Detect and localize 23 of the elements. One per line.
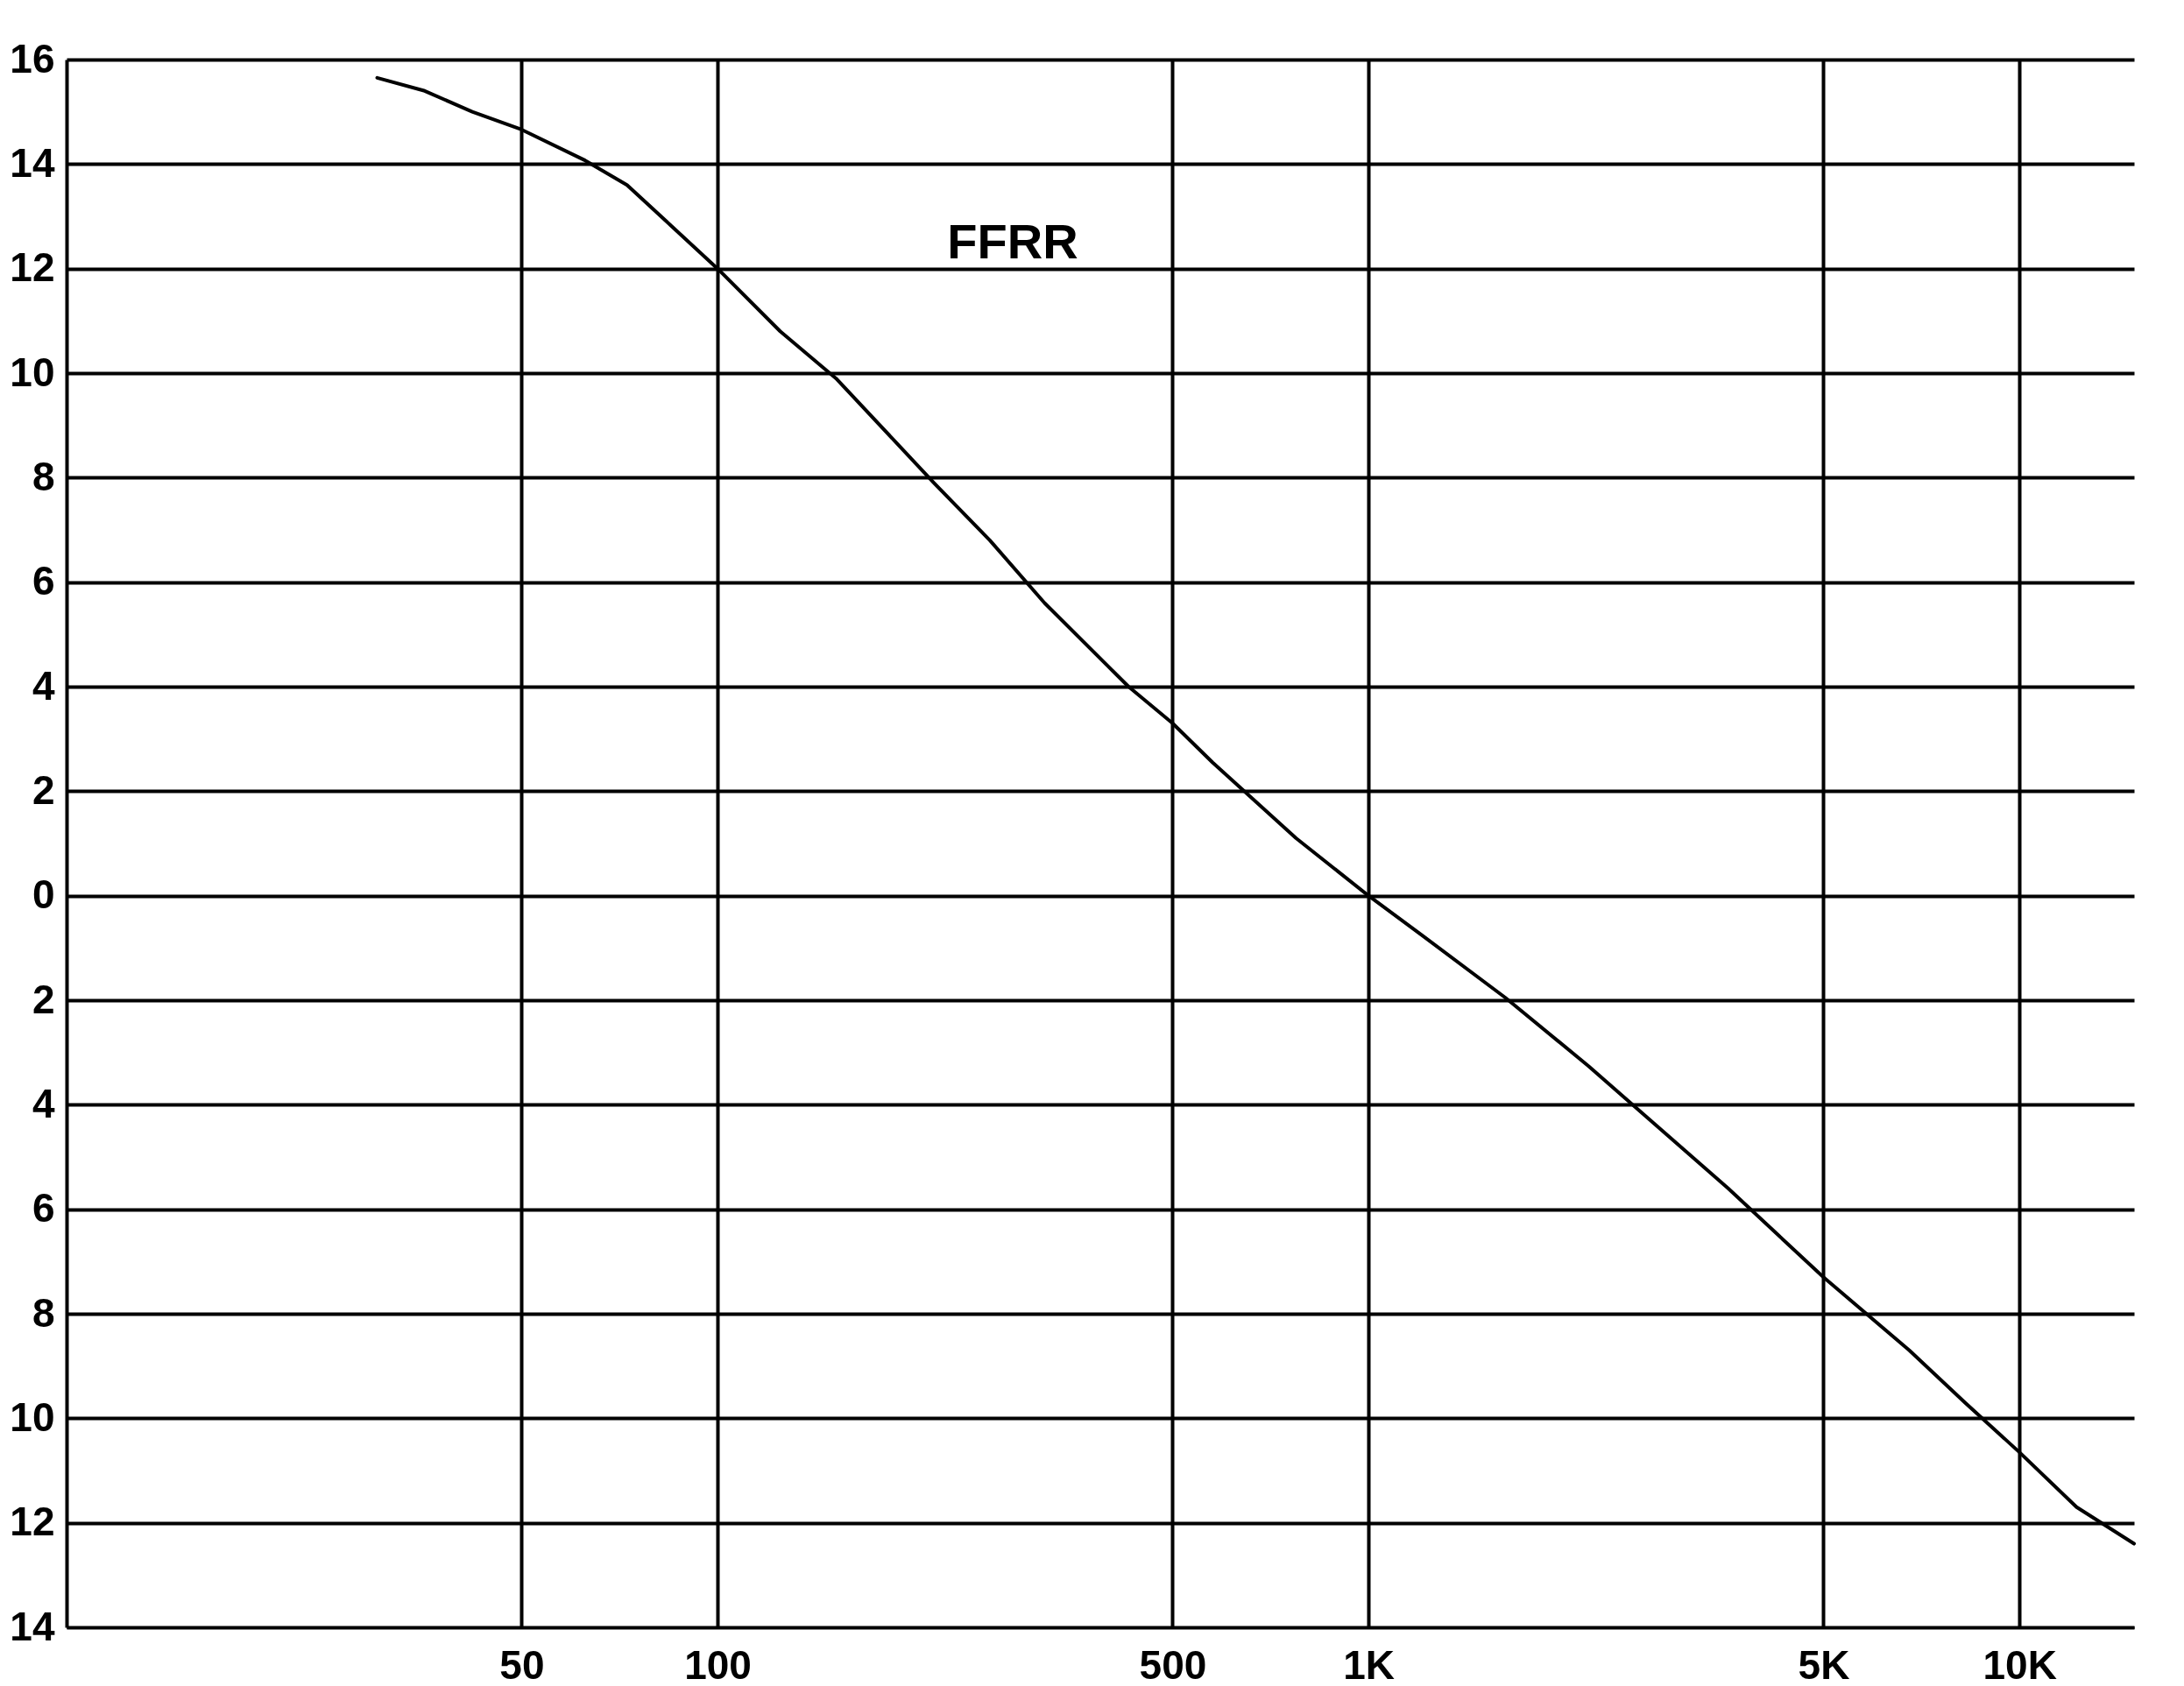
y-tick-label: 14 — [10, 139, 55, 186]
x-tick-label: 100 — [684, 1641, 752, 1686]
x-tick-label: 50 — [499, 1641, 545, 1686]
y-tick-label: 4 — [32, 1080, 55, 1126]
y-tick-label: 12 — [10, 244, 55, 291]
annotation: FFRR — [947, 214, 1078, 269]
y-tick-label: 14 — [10, 1603, 55, 1649]
y-tick-label: 2 — [32, 976, 55, 1022]
y-tick-label: 0 — [32, 871, 55, 918]
y-tick-label: 10 — [10, 1393, 55, 1440]
y-tick-label: 8 — [32, 453, 55, 499]
y-tick-label: 8 — [32, 1289, 55, 1336]
x-tick-label: 500 — [1139, 1641, 1207, 1686]
y-tick-label: 16 — [10, 35, 55, 81]
x-tick-label: 1K — [1343, 1641, 1396, 1686]
y-tick-label: 6 — [32, 558, 55, 604]
y-tick-label: 10 — [10, 349, 55, 395]
y-tick-label: 12 — [10, 1499, 55, 1545]
x-tick-label: 5K — [1798, 1641, 1850, 1686]
y-tick-label: 6 — [32, 1185, 55, 1231]
y-tick-label: 4 — [32, 662, 55, 709]
x-tick-label: 10K — [1983, 1641, 2057, 1686]
y-tick-label: 2 — [32, 766, 55, 813]
